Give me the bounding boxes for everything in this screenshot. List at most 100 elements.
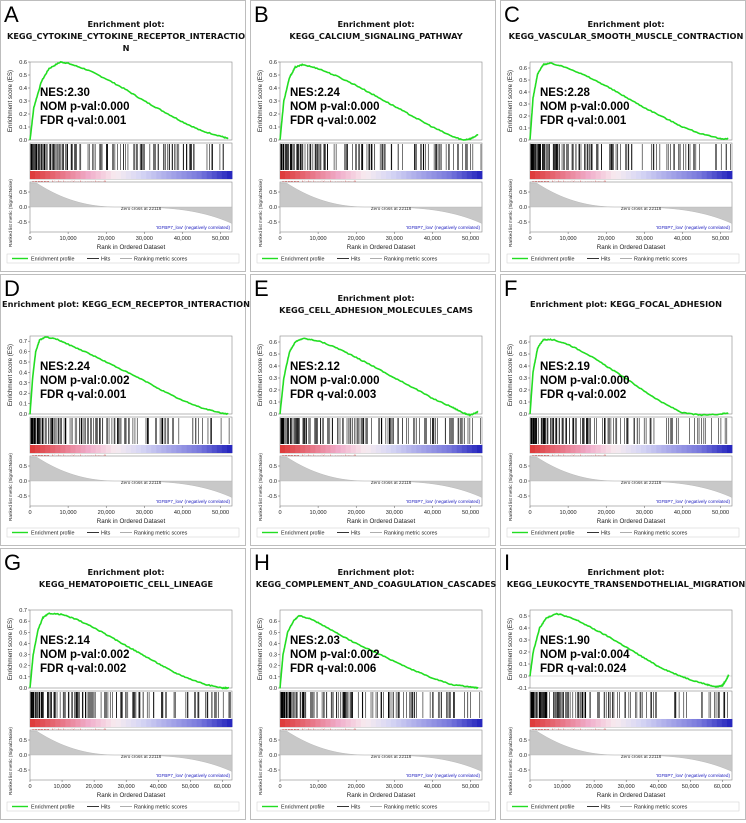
es-y-tick-label: 0.4 <box>519 364 527 370</box>
rank-color-segment <box>325 445 331 453</box>
nom-pval: NOM p-val:0.002 <box>40 649 129 661</box>
rank-color-segment <box>151 445 157 453</box>
metric-y-tick-label: 0.5 <box>19 190 27 196</box>
rank-color-segment <box>451 171 458 179</box>
rank-color-segment <box>575 445 581 453</box>
x-tick-label: 40,000 <box>174 236 191 242</box>
plot-title-prefix: Enrichment plot: <box>587 567 664 577</box>
rank-color-segment <box>625 445 632 453</box>
metric-area <box>29 456 233 498</box>
panel-a: A Enrichment plot: KEGG_CYTOKINE_CYTOKINE_… <box>0 0 246 272</box>
rank-color-segment <box>105 171 112 179</box>
rank-color-segment <box>456 719 463 727</box>
rank-color-segment <box>216 719 223 727</box>
fdr-qval: FDR q-val:0.002 <box>290 115 376 127</box>
x-tick-label: 20,000 <box>98 510 115 516</box>
x-tick-label: 40,000 <box>650 784 667 790</box>
rank-color-segment <box>201 719 208 727</box>
rank-color-segment <box>406 719 412 727</box>
metric-y-tick-label: 0.0 <box>19 479 27 485</box>
rank-color-segment <box>211 445 218 453</box>
x-tick-label: 60,000 <box>714 784 731 790</box>
rank-color-segment <box>461 719 468 727</box>
fdr-qval: FDR q-val:0.002 <box>540 389 626 401</box>
x-tick-label: 50,000 <box>712 236 729 242</box>
rank-color-segment <box>115 719 122 727</box>
rank-color-segment <box>691 719 698 727</box>
plot-title-continuation: N <box>123 43 130 53</box>
x-tick-label: 0 <box>528 510 531 516</box>
es-y-tick-label: 0.6 <box>19 619 27 625</box>
x-axis-label: Rank in Ordered Dataset <box>347 792 416 799</box>
x-tick-label: 10,000 <box>60 510 77 516</box>
rank-color-segment <box>625 719 632 727</box>
rank-color-segment <box>441 171 448 179</box>
rank-color-segment <box>216 171 223 179</box>
rank-color-segment <box>716 719 723 727</box>
rank-color-segment <box>636 171 642 179</box>
rank-color-segment <box>181 171 187 179</box>
es-y-tick-label: 0.1 <box>269 400 277 406</box>
rank-color-segment <box>35 171 41 179</box>
rank-color-segment <box>151 719 157 727</box>
rank-color-segment <box>721 719 728 727</box>
rank-color-segment <box>166 445 172 453</box>
enrichment-curve <box>279 337 479 417</box>
metric-y-tick-label: 0.0 <box>19 753 27 759</box>
x-axis-label: Rank in Ordered Dataset <box>97 792 166 799</box>
es-y-tick-label: 0.1 <box>19 675 27 681</box>
rank-color-segment <box>595 171 602 179</box>
rank-color-segment <box>386 171 392 179</box>
negative-label: 'IGFBP7_low' (negatively correlated) <box>156 773 231 778</box>
rank-color-segment <box>580 719 586 727</box>
rank-color-segment <box>550 719 556 727</box>
rank-color-segment <box>60 171 66 179</box>
panel-f: F Enrichment plot: KEGG_FOCAL_ADHESION 0.6… <box>500 274 746 546</box>
rank-color-segment <box>295 445 301 453</box>
rank-color-segment <box>381 445 387 453</box>
legend-ranking-label: Ranking metric scores <box>384 531 438 537</box>
rank-color-segment <box>305 171 311 179</box>
es-axis-label: Enrichment score (ES) <box>257 618 264 680</box>
x-tick-label: 0 <box>28 784 31 790</box>
legend-hits-label: Hits <box>101 257 111 263</box>
nom-pval: NOM p-val:0.000 <box>540 375 629 387</box>
rank-color-segment <box>411 445 417 453</box>
x-tick-label: 10,000 <box>560 510 577 516</box>
rank-color-segment <box>335 445 341 453</box>
panel-letter: A <box>4 2 19 27</box>
rank-color-segment <box>30 445 36 453</box>
rank-color-segment <box>701 171 708 179</box>
x-tick-label: 20,000 <box>86 784 103 790</box>
rank-color-segment <box>600 719 607 727</box>
rank-color-segment <box>90 171 97 179</box>
rank-color-segment <box>585 445 591 453</box>
rank-color-segment <box>146 719 152 727</box>
x-tick-label: 20,000 <box>348 510 365 516</box>
es-y-tick-label: 0.0 <box>19 138 27 144</box>
rank-color-segment <box>661 445 667 453</box>
es-y-tick-label: 0.6 <box>269 619 277 625</box>
x-tick-label: 50,000 <box>462 784 479 790</box>
rank-color-segment <box>221 445 228 453</box>
rank-color-segment <box>136 171 142 179</box>
x-tick-label: 20,000 <box>348 236 365 242</box>
panel-letter: D <box>4 276 20 301</box>
es-y-tick-label: 0.5 <box>519 78 527 84</box>
rank-color-segment <box>615 171 622 179</box>
rank-color-segment <box>620 719 627 727</box>
rank-color-segment <box>381 719 387 727</box>
rank-color-segment <box>441 445 448 453</box>
rank-color-segment <box>466 445 473 453</box>
rank-color-segment <box>325 719 331 727</box>
legend-profile-label: Enrichment profile <box>531 805 574 811</box>
x-axis-label: Rank in Ordered Dataset <box>597 792 666 799</box>
x-tick-label: 60,000 <box>214 784 231 790</box>
metric-y-tick-label: 0.0 <box>269 753 277 759</box>
rank-color-segment <box>565 719 571 727</box>
rank-color-segment <box>416 445 422 453</box>
rank-color-segment <box>451 445 458 453</box>
rank-color-segment <box>201 445 208 453</box>
rank-color-segment <box>226 719 233 727</box>
rank-color-segment <box>55 719 61 727</box>
